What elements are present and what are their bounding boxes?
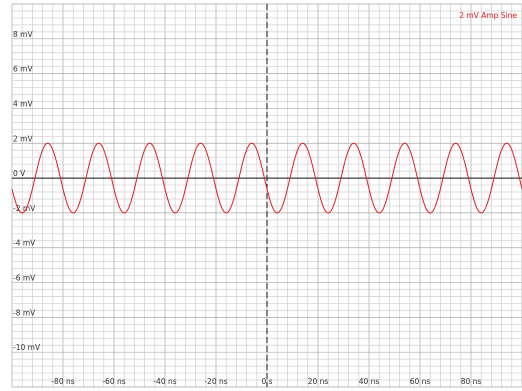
x-tick-label: 20 ns (308, 377, 329, 386)
y-tick-label: 6 mV (13, 65, 33, 74)
x-tick-label: 40 ns (359, 377, 380, 386)
y-tick-label: 8 mV (13, 30, 33, 39)
y-tick-labels: 8 mV 6 mV 4 mV 2 mV 0 V -2 mV -4 mV -6 mV -8 mV -… (13, 30, 41, 352)
axes (12, 4, 522, 387)
y-tick-label: -8 mV (13, 308, 36, 317)
x-tick-label: -20 ns (204, 377, 227, 386)
y-tick-label: -10 mV (13, 343, 41, 352)
x-tick-label: 80 ns (461, 377, 482, 386)
x-tick-label: 60 ns (410, 377, 431, 386)
y-tick-label: -4 mV (13, 239, 36, 248)
x-tick-label: 0 s (261, 377, 272, 386)
y-tick-label: 0 V (13, 169, 26, 178)
y-tick-label: 2 mV (13, 134, 33, 143)
x-tick-label: -80 ns (51, 377, 74, 386)
legend-entry: 2 mV Amp Sine (459, 11, 517, 20)
series-line-0 (11, 142, 522, 214)
y-tick-label: 4 mV (13, 99, 33, 108)
series-layer (11, 142, 522, 214)
y-tick-label: -2 mV (13, 204, 36, 213)
x-tick-label: -60 ns (102, 377, 125, 386)
x-tick-label: -40 ns (153, 377, 176, 386)
x-tick-labels: -80 ns -60 ns -40 ns -20 ns 0 s 20 ns 40 ns 60 … (51, 377, 481, 386)
y-tick-label: -6 mV (13, 274, 36, 283)
